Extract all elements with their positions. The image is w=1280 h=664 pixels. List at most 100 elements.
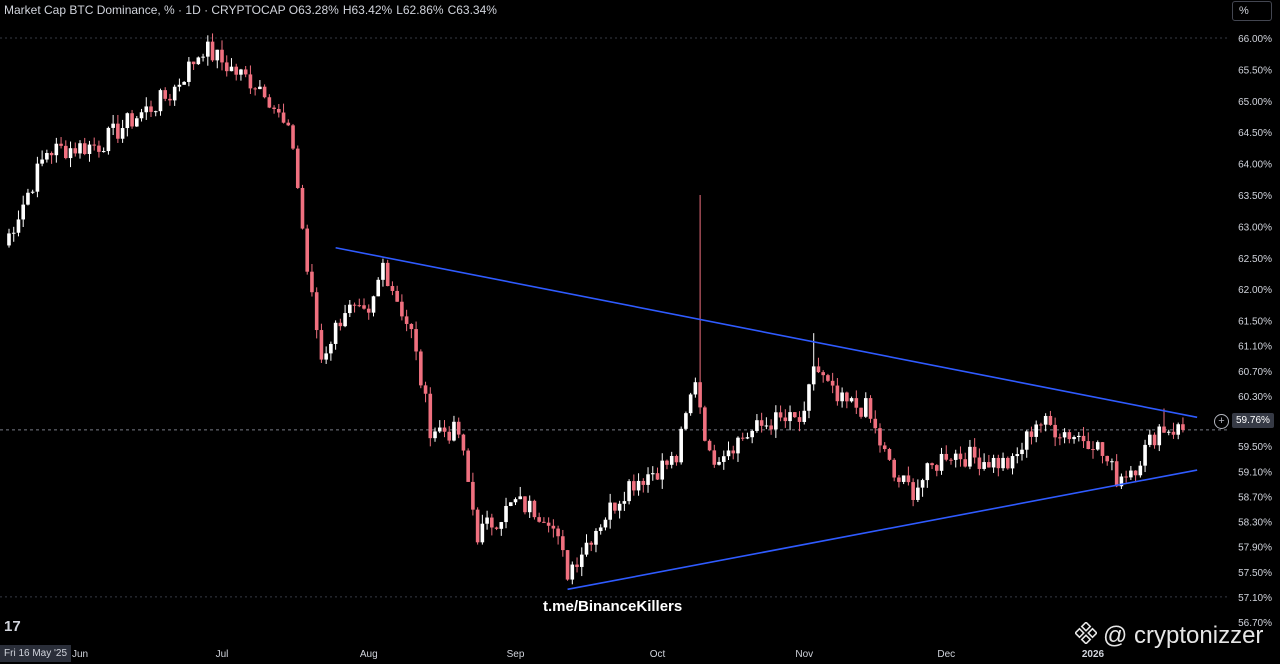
candle-body <box>187 61 191 82</box>
candle-body <box>277 109 281 113</box>
candle-body <box>1043 415 1048 425</box>
candle <box>868 395 873 423</box>
candle-body <box>329 343 333 354</box>
candle <box>366 304 371 320</box>
candle <box>821 370 825 383</box>
percent-scale-button[interactable]: % <box>1232 1 1272 21</box>
candle <box>187 57 191 87</box>
candle <box>291 123 295 150</box>
candle-body <box>442 427 447 432</box>
candle <box>224 55 229 77</box>
candle <box>674 454 679 466</box>
candle <box>996 454 1001 477</box>
close-value: C63.34% <box>447 3 497 17</box>
candle <box>390 281 395 296</box>
candle-body <box>49 152 54 156</box>
candle-body <box>532 500 537 518</box>
candle-body <box>324 353 328 360</box>
candle-body <box>589 542 594 545</box>
x-tick-label: Jul <box>216 649 229 660</box>
lower-trendline[interactable] <box>567 469 1198 591</box>
candle-body <box>35 163 40 192</box>
candle <box>769 419 773 435</box>
candle-body <box>849 398 854 402</box>
candle <box>196 56 201 65</box>
candle <box>622 491 627 511</box>
candle <box>239 68 243 81</box>
candle-body <box>669 455 674 465</box>
y-tick-label: 57.50% <box>1238 568 1272 579</box>
candle <box>934 464 939 477</box>
y-tick-label: 56.70% <box>1238 618 1272 629</box>
candle <box>248 65 253 94</box>
candle-body <box>1062 432 1067 438</box>
candle-body <box>1005 457 1010 469</box>
candle-body <box>220 49 224 63</box>
candle-body <box>797 417 802 422</box>
candle <box>310 263 314 297</box>
candle-body <box>939 453 944 471</box>
candle-body <box>508 502 513 506</box>
candle-body <box>130 113 134 127</box>
candle <box>968 439 972 470</box>
candle <box>703 405 707 442</box>
candle-body <box>376 279 381 297</box>
add-alert-plus-icon[interactable]: + <box>1214 414 1229 429</box>
candle <box>698 194 702 414</box>
candle <box>21 195 25 228</box>
candle-body <box>665 460 669 465</box>
candle-body <box>305 228 310 272</box>
candle <box>565 549 570 581</box>
candle-body <box>1166 431 1171 433</box>
candle-body <box>1129 470 1133 478</box>
candle-body <box>594 530 598 545</box>
candle-body <box>201 56 205 58</box>
candle <box>1043 413 1048 432</box>
candle <box>220 40 224 71</box>
candle-body <box>120 128 125 139</box>
candle-body <box>698 382 702 408</box>
candle-body <box>286 122 291 126</box>
candle-body <box>87 144 92 154</box>
current-price-badge: 59.76% <box>1232 413 1274 428</box>
candle <box>1076 432 1081 442</box>
y-tick-label: 62.00% <box>1238 285 1272 296</box>
x-tick-label: 2026 <box>1082 649 1105 660</box>
candle <box>329 341 333 361</box>
y-tick-label: 58.70% <box>1238 492 1272 503</box>
candle-body <box>352 304 357 306</box>
candle <box>816 357 821 374</box>
candle <box>608 493 612 529</box>
candle-body <box>172 86 177 101</box>
candle <box>603 517 608 531</box>
candle <box>149 100 153 117</box>
candle <box>636 473 641 496</box>
candle-body <box>1138 465 1143 476</box>
candle <box>116 114 120 143</box>
upper-trendline[interactable] <box>335 246 1198 419</box>
candle <box>490 513 494 536</box>
candle <box>172 84 177 106</box>
candle <box>348 299 352 318</box>
candle <box>153 110 158 117</box>
candle <box>679 426 683 465</box>
tradingview-logo-icon[interactable]: 17 <box>4 618 21 635</box>
candle <box>258 80 262 90</box>
candle-body <box>456 421 461 435</box>
candle <box>106 126 111 155</box>
x-axis: Jun Jul Aug Sep Oct Nov Dec 2026 <box>72 649 1105 660</box>
candle <box>475 507 480 545</box>
candle <box>1081 427 1086 449</box>
candle-body <box>930 463 934 466</box>
candle-body <box>811 366 816 385</box>
candle <box>404 309 409 332</box>
candle <box>1058 433 1062 446</box>
candle-body <box>546 522 551 526</box>
candle <box>1157 424 1162 452</box>
candle-body <box>556 528 560 537</box>
candle-body <box>911 482 915 500</box>
y-tick-label: 60.30% <box>1238 392 1272 403</box>
candle-body <box>717 461 721 465</box>
candle <box>617 500 622 519</box>
